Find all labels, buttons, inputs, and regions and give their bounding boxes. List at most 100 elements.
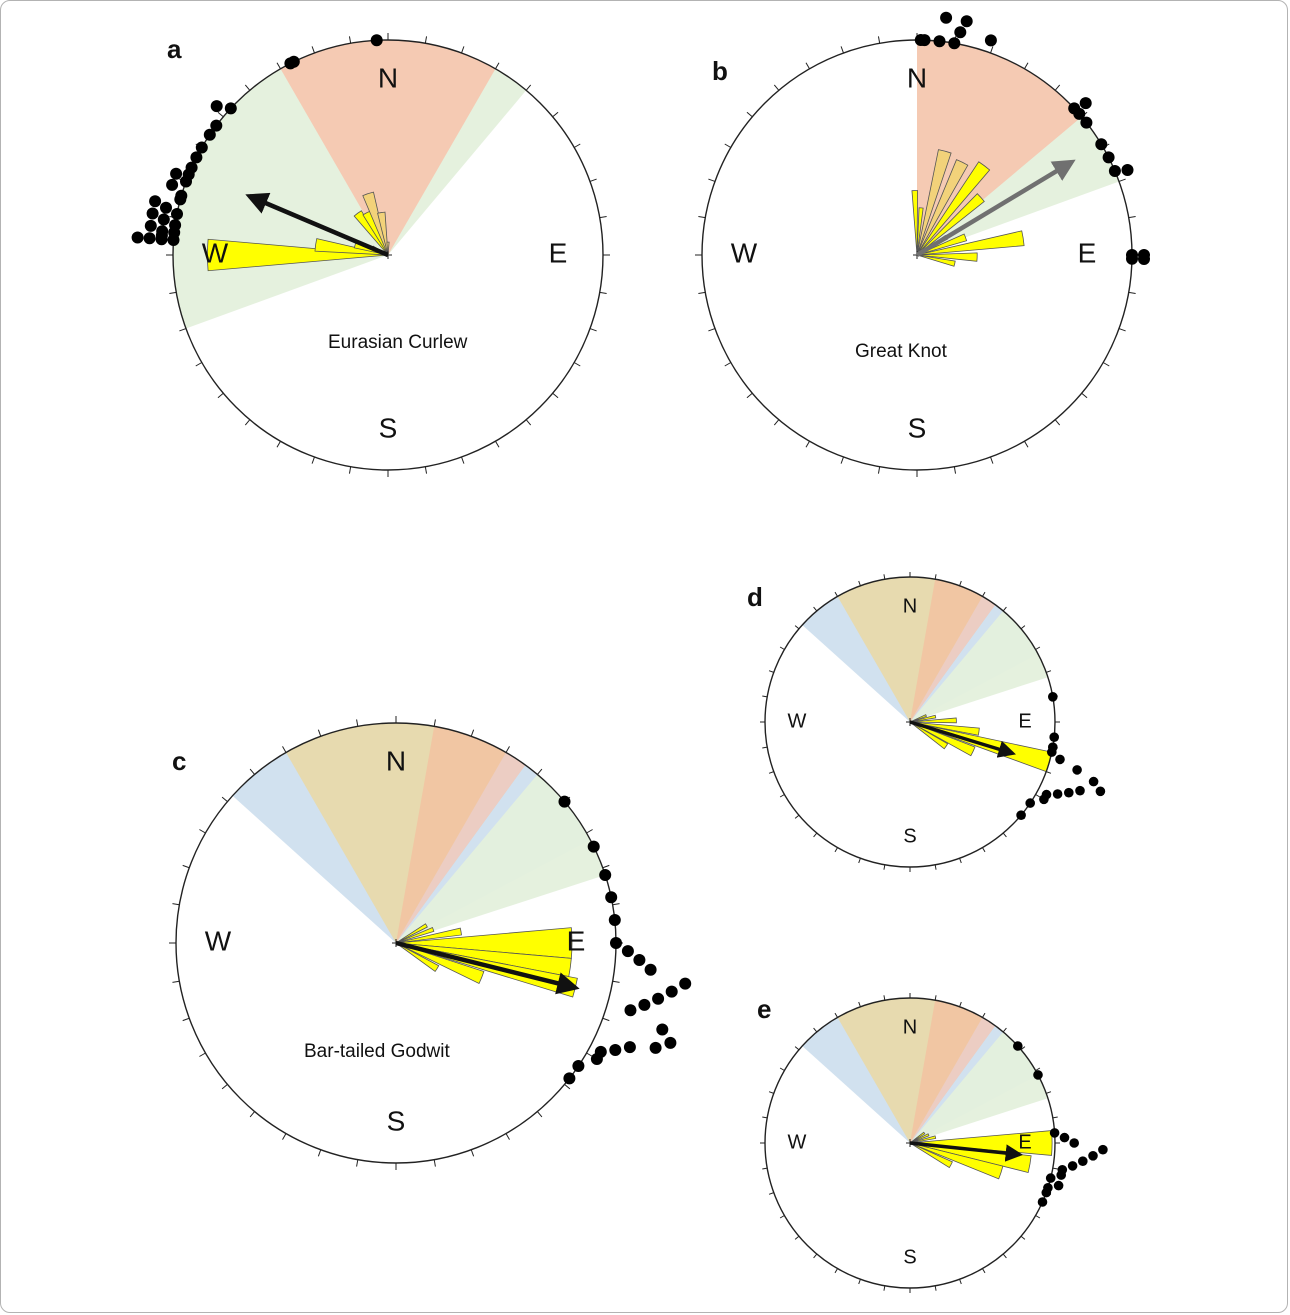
tick-mark [698,215,706,219]
bearing-dot [284,57,297,70]
tick-mark [348,36,352,44]
tick-mark [169,291,177,295]
bearing-dot [572,1060,585,1072]
mean-vector-arrow [909,1141,1024,1162]
direction-label-w: W [205,925,232,956]
tick-mark [424,466,428,474]
bearing-dot [190,151,203,164]
tick-mark [461,456,465,464]
bearing-dot [679,977,692,990]
tick-mark [612,903,620,906]
tick-mark [586,1052,593,1057]
rose-bar [909,714,937,723]
tick-mark [356,719,359,727]
bearing-dot [590,1053,603,1065]
tick-mark [877,466,881,474]
bearing-dot [144,219,157,232]
tick-mark [1128,215,1136,219]
tick-mark [990,456,994,464]
bearing-dot [664,1036,677,1049]
rose-bar [909,1142,1004,1180]
tick-mark [602,864,610,869]
bearing-dot [587,840,600,853]
tick-mark [525,419,532,426]
tick-mark [840,46,844,54]
bearing-dot [609,1044,622,1056]
tick-mark [883,574,886,580]
bearing-dot [1079,97,1092,110]
rose-bar [909,1135,937,1144]
tick-mark [982,1268,986,1274]
panel-letter: e [757,994,771,1024]
bearing-dot [1072,765,1082,775]
tick-mark [858,858,861,864]
rose-bar [909,721,949,750]
tick-mark [883,864,886,870]
tick-mark [794,1235,800,1240]
tick-mark [768,1192,774,1195]
bearing-dot [1108,165,1121,177]
tick-mark [244,419,251,426]
tick-mark [505,746,510,753]
bearing-dot [160,201,172,214]
bearing-dot [608,914,621,926]
bearing-dot [210,100,223,113]
tick-mark [589,178,597,182]
circular-plot-e: N E S We [757,993,1108,1293]
bearing-dot [170,167,183,180]
tick-mark [813,832,818,838]
tick-mark [934,995,937,1001]
bearing-dot [1048,692,1058,702]
tick-mark [934,1285,937,1291]
sector-pink [396,752,526,943]
tick-mark [495,62,500,70]
tick-mark [599,291,607,295]
tick-mark [768,1091,774,1094]
bearing-dot [1073,107,1086,120]
tick-mark [433,719,436,727]
tick-mark [934,864,937,870]
sector-green [910,610,1048,722]
rose-bar [395,927,462,944]
direction-label-s: S [903,1246,916,1268]
bearing-dot [1049,1128,1060,1138]
species-title: Bar-tailed Godwit [304,1041,450,1062]
bearing-dot [610,937,622,949]
bearing-dot [623,1041,636,1054]
tick-mark [356,1159,359,1167]
tick-mark [762,1116,768,1119]
tick-mark [1118,328,1126,332]
tick-mark [858,1001,861,1007]
tick-mark [249,768,255,775]
tick-mark [724,362,732,367]
bearing-dot [1098,1144,1108,1155]
bearing-dot [644,963,657,976]
bearing-dot [143,232,156,245]
sector-green [910,1031,1048,1143]
tick-mark [1035,1215,1041,1219]
bearing-dot [149,195,162,208]
bearing-dot [948,37,961,50]
tick-mark [794,1046,800,1051]
bearing-dot [656,1023,669,1036]
bearing-dot [1047,747,1057,757]
tick-mark [883,1285,886,1291]
tick-mark [1054,84,1061,91]
bearing-dot [1088,776,1099,787]
tick-mark [182,1017,190,1022]
bearing-dot [175,189,188,202]
rose-bar [395,942,485,985]
tick-mark [959,580,962,586]
circular-plot-d: N E S Wd [747,572,1106,872]
tick-mark [537,768,543,775]
tick-mark [813,606,818,612]
tick-mark [1102,362,1110,367]
direction-label-s: S [379,412,398,443]
tick-mark [282,1133,287,1140]
species-title: Eurasian Curlew [328,332,468,353]
bearing-dot [166,178,179,191]
bearing-dot [918,34,931,47]
bearing-dot [621,945,634,958]
tick-mark [612,980,620,983]
